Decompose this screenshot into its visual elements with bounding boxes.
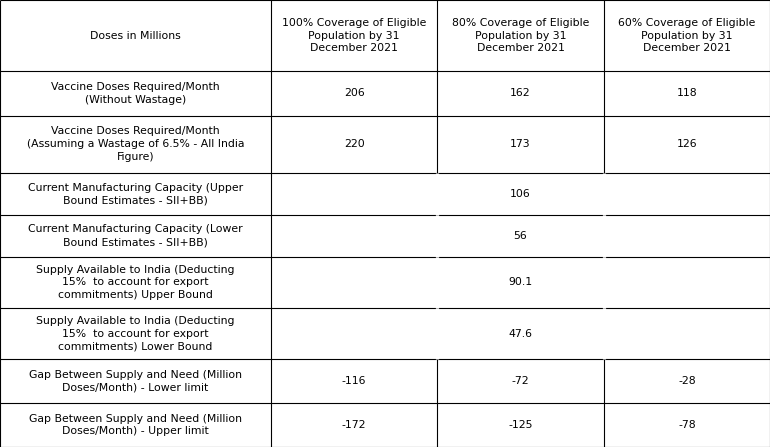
Text: 60% Coverage of Eligible
Population by 31
December 2021: 60% Coverage of Eligible Population by 3…	[618, 18, 755, 53]
Text: 126: 126	[677, 139, 697, 149]
Text: -72: -72	[512, 376, 529, 386]
Text: 80% Coverage of Eligible
Population by 31
December 2021: 80% Coverage of Eligible Population by 3…	[452, 18, 589, 53]
Text: 56: 56	[514, 231, 527, 241]
Text: Supply Available to India (Deducting
15%  to account for export
commitments) Low: Supply Available to India (Deducting 15%…	[36, 316, 235, 351]
Text: Vaccine Doses Required/Month
(Without Wastage): Vaccine Doses Required/Month (Without Wa…	[52, 82, 219, 105]
Text: Vaccine Doses Required/Month
(Assuming a Wastage of 6.5% - All India
Figure): Vaccine Doses Required/Month (Assuming a…	[27, 127, 244, 162]
Text: 90.1: 90.1	[508, 277, 533, 287]
Text: Gap Between Supply and Need (Million
Doses/Month) - Lower limit: Gap Between Supply and Need (Million Dos…	[29, 370, 242, 392]
Text: Current Manufacturing Capacity (Upper
Bound Estimates - SII+BB): Current Manufacturing Capacity (Upper Bo…	[28, 182, 243, 205]
Text: -125: -125	[508, 420, 533, 430]
Text: Doses in Millions: Doses in Millions	[90, 30, 181, 41]
Text: 162: 162	[511, 89, 531, 98]
Text: 106: 106	[511, 189, 531, 199]
Text: 100% Coverage of Eligible
Population by 31
December 2021: 100% Coverage of Eligible Population by …	[282, 18, 427, 53]
Text: Supply Available to India (Deducting
15%  to account for export
commitments) Upp: Supply Available to India (Deducting 15%…	[36, 265, 235, 300]
Text: 206: 206	[344, 89, 364, 98]
Text: 47.6: 47.6	[508, 329, 533, 338]
Text: -78: -78	[678, 420, 695, 430]
Text: Gap Between Supply and Need (Million
Doses/Month) - Upper limit: Gap Between Supply and Need (Million Dos…	[29, 413, 242, 436]
Text: -116: -116	[342, 376, 367, 386]
Text: 220: 220	[344, 139, 364, 149]
Text: Current Manufacturing Capacity (Lower
Bound Estimates - SII+BB): Current Manufacturing Capacity (Lower Bo…	[28, 224, 243, 247]
Text: 118: 118	[677, 89, 697, 98]
Text: -172: -172	[342, 420, 367, 430]
Text: 173: 173	[511, 139, 531, 149]
Text: -28: -28	[678, 376, 695, 386]
